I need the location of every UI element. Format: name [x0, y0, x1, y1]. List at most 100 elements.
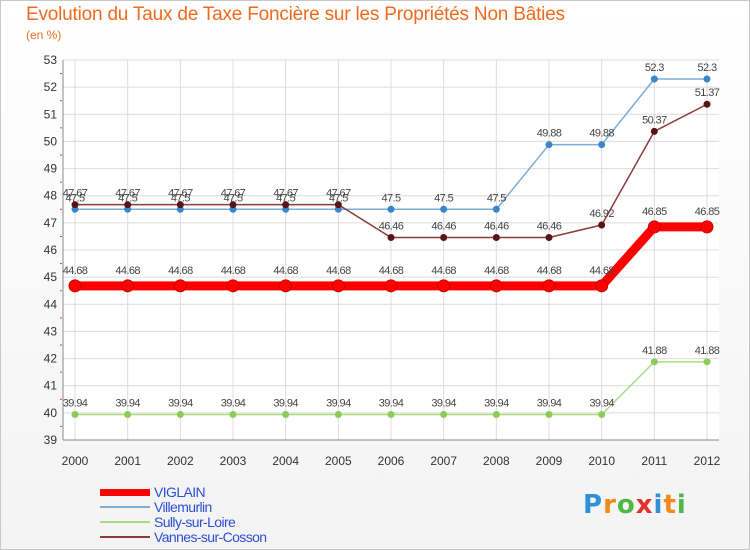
data-label-villemurlin: 49.88 — [537, 128, 562, 140]
data-label-sully-sur-loire: 39.94 — [431, 397, 456, 409]
data-point-vannes-sur-cosson — [492, 234, 500, 242]
legend-swatch-vannes — [100, 536, 150, 538]
legend-item-viglain: VIGLAIN — [100, 484, 320, 500]
data-label-villemurlin: 47.5 — [118, 192, 137, 204]
data-label-vannes-sur-cosson: 47.67 — [63, 188, 88, 200]
legend-label-viglain: VIGLAIN — [154, 484, 206, 500]
data-point-sully-sur-loire — [650, 358, 658, 366]
data-point-viglain — [279, 279, 293, 293]
y-tick-label: 49 — [44, 162, 58, 176]
x-tick-label: 2008 — [483, 454, 510, 468]
y-tick-label: 52 — [44, 80, 58, 94]
data-point-villemurlin — [598, 141, 606, 149]
data-label-sully-sur-loire: 39.94 — [379, 397, 404, 409]
data-label-villemurlin: 47.5 — [487, 192, 506, 204]
data-point-viglain — [489, 279, 503, 293]
legend-label-sully: Sully-sur-Loire — [154, 514, 236, 530]
x-tick-label: 2007 — [430, 454, 457, 468]
data-label-sully-sur-loire: 41.88 — [695, 345, 720, 357]
y-tick-label: 48 — [44, 189, 58, 203]
logo-letter: t — [663, 490, 677, 520]
y-tick-label: 44 — [44, 297, 58, 311]
data-label-viglain: 44.68 — [63, 265, 88, 277]
legend-swatch-villemurlin — [100, 506, 150, 508]
legend-swatch-viglain — [100, 489, 150, 496]
data-label-vannes-sur-cosson: 47.67 — [168, 188, 193, 200]
data-label-viglain: 44.68 — [326, 265, 351, 277]
legend-item-villemurlin: Villemurlin — [100, 499, 320, 515]
y-tick-label: 39 — [44, 433, 58, 447]
logo-letter: x — [635, 490, 654, 520]
data-point-viglain — [647, 220, 661, 234]
data-label-sully-sur-loire: 39.94 — [63, 397, 88, 409]
data-point-sully-sur-loire — [176, 410, 184, 418]
data-label-villemurlin: 47.5 — [223, 192, 242, 204]
y-tick-label: 41 — [44, 379, 58, 393]
data-label-viglain: 46.85 — [642, 206, 667, 218]
data-label-viglain: 44.68 — [273, 265, 298, 277]
data-label-vannes-sur-cosson: 50.37 — [642, 114, 667, 126]
data-point-sully-sur-loire — [124, 410, 132, 418]
data-label-viglain: 44.68 — [484, 265, 509, 277]
data-point-viglain — [595, 279, 609, 293]
logo-letter: P — [583, 490, 604, 520]
data-point-sully-sur-loire — [703, 358, 711, 366]
data-point-villemurlin — [650, 75, 658, 83]
proxiti-logo: Proxiti — [583, 490, 687, 520]
data-point-vannes-sur-cosson — [229, 201, 237, 209]
x-tick-label: 2002 — [167, 454, 194, 468]
data-point-sully-sur-loire — [334, 410, 342, 418]
data-point-vannes-sur-cosson — [440, 234, 448, 242]
data-point-sully-sur-loire — [440, 410, 448, 418]
data-point-sully-sur-loire — [545, 410, 553, 418]
y-tick-label: 40 — [44, 406, 58, 420]
data-point-villemurlin — [492, 205, 500, 213]
data-label-vannes-sur-cosson: 47.67 — [115, 188, 140, 200]
data-point-viglain — [331, 279, 345, 293]
data-point-sully-sur-loire — [387, 410, 395, 418]
data-point-vannes-sur-cosson — [71, 201, 79, 209]
data-point-viglain — [384, 279, 398, 293]
y-tick-label: 47 — [44, 216, 58, 230]
data-label-sully-sur-loire: 39.94 — [221, 397, 246, 409]
data-point-vannes-sur-cosson — [176, 201, 184, 209]
y-tick-label: 45 — [44, 270, 58, 284]
data-label-viglain: 44.68 — [589, 265, 614, 277]
x-tick-label: 2012 — [694, 454, 721, 468]
legend-label-vannes: Vannes-sur-Cosson — [154, 529, 267, 545]
data-label-viglain: 44.68 — [537, 265, 562, 277]
data-label-vannes-sur-cosson: 47.67 — [221, 188, 246, 200]
y-tick-label: 43 — [44, 324, 58, 338]
data-point-sully-sur-loire — [229, 410, 237, 418]
data-label-villemurlin: 47.5 — [65, 192, 84, 204]
data-point-viglain — [700, 220, 714, 234]
data-label-villemurlin: 52.3 — [697, 62, 716, 74]
data-point-viglain — [173, 279, 187, 293]
data-point-viglain — [437, 279, 451, 293]
data-label-villemurlin: 47.5 — [329, 192, 348, 204]
data-label-villemurlin: 47.5 — [171, 192, 190, 204]
chart-title: Evolution du Taux de Taxe Foncière sur l… — [26, 4, 565, 25]
data-point-villemurlin — [703, 75, 711, 83]
data-point-vannes-sur-cosson — [282, 201, 290, 209]
data-point-vannes-sur-cosson — [703, 100, 711, 108]
y-tick-label: 42 — [44, 352, 58, 366]
data-label-vannes-sur-cosson: 46.46 — [379, 221, 404, 233]
data-label-vannes-sur-cosson: 46.92 — [589, 208, 614, 220]
data-label-sully-sur-loire: 39.94 — [589, 397, 614, 409]
data-point-viglain — [68, 279, 82, 293]
logo-letter: r — [603, 490, 617, 520]
data-point-sully-sur-loire — [598, 410, 606, 418]
data-label-viglain: 44.68 — [221, 265, 246, 277]
data-point-sully-sur-loire — [282, 410, 290, 418]
data-label-villemurlin: 47.5 — [381, 192, 400, 204]
x-tick-label: 2005 — [325, 454, 352, 468]
legend: VIGLAIN Villemurlin Sully-sur-Loire Vann… — [100, 484, 320, 545]
data-point-vannes-sur-cosson — [598, 221, 606, 229]
data-point-vannes-sur-cosson — [124, 201, 132, 209]
data-label-villemurlin: 52.3 — [645, 62, 664, 74]
data-label-sully-sur-loire: 39.94 — [537, 397, 562, 409]
data-label-viglain: 44.68 — [115, 265, 140, 277]
data-point-vannes-sur-cosson — [334, 201, 342, 209]
unit-label: (en %) — [26, 28, 62, 42]
